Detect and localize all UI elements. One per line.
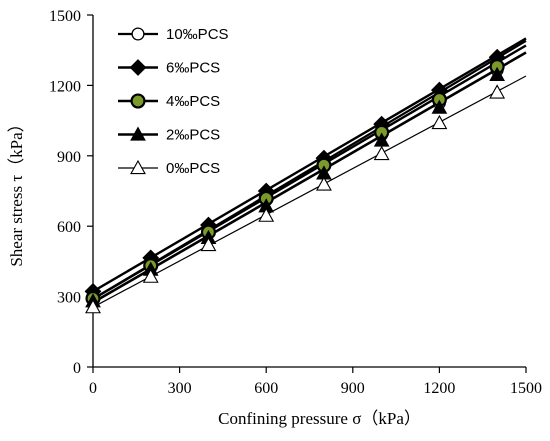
- legend-marker-2: [130, 93, 146, 109]
- legend-marker-1: [129, 59, 147, 76]
- y-tick-label: 900: [57, 149, 81, 166]
- fit-line-series-3: [92, 51, 527, 304]
- data-point-series-3: [489, 66, 505, 81]
- x-ticks: 0 300 600 900 1200 1500: [89, 367, 542, 397]
- fit-line-series-1: [92, 37, 527, 293]
- x-tick-label: 300: [168, 380, 192, 397]
- legend-label-1: 6‰PCS: [166, 60, 220, 77]
- y-tick-label: 1500: [49, 8, 81, 25]
- data-markers: [84, 48, 506, 314]
- data-point-series-4: [431, 114, 448, 130]
- legend: 10‰PCS 6‰PCS 4‰PCS 2‰PCS 0‰PCS: [118, 26, 229, 177]
- fit-lines: [92, 37, 527, 308]
- x-tick-label: 0: [89, 380, 97, 397]
- legend-label-4: 0‰PCS: [166, 160, 220, 177]
- legend-marker-4: [130, 159, 146, 175]
- x-tick-label: 900: [341, 380, 365, 397]
- data-point-series-4: [373, 145, 390, 161]
- y-tick-label: 600: [57, 219, 81, 236]
- data-point-series-4: [85, 299, 101, 314]
- y-tick-label: 1200: [49, 78, 81, 95]
- data-point-series-4: [142, 268, 159, 283]
- x-tick-label: 600: [254, 380, 278, 397]
- plot-area: 0 300 600 900 1200 1500 0 300 600 900 1200 1500: [49, 8, 542, 397]
- data-point-series-4: [258, 207, 275, 222]
- x-tick-label: 1200: [423, 380, 455, 397]
- fit-line-series-2: [92, 44, 527, 300]
- legend-marker-0: [131, 27, 145, 41]
- x-tick-label: 1500: [510, 380, 542, 397]
- fit-line-series-4: [92, 75, 527, 308]
- legend-label-2: 4‰PCS: [166, 93, 220, 110]
- data-point-series-4: [200, 236, 217, 252]
- data-point-series-4: [315, 176, 332, 191]
- y-tick-label: 0: [73, 360, 81, 377]
- data-point-series-4: [489, 84, 506, 99]
- y-tick-label: 300: [57, 290, 81, 307]
- y-axis-title: Shear stress τ（kPa）: [7, 115, 26, 266]
- legend-label-3: 2‰PCS: [166, 127, 220, 144]
- y-ticks: 0 300 600 900 1200 1500: [49, 8, 93, 377]
- legend-marker-3: [130, 126, 146, 141]
- x-axis-title: Confining pressure σ（kPa）: [218, 409, 421, 428]
- legend-label-0: 10‰PCS: [166, 26, 229, 43]
- data-point-series-3: [431, 99, 448, 114]
